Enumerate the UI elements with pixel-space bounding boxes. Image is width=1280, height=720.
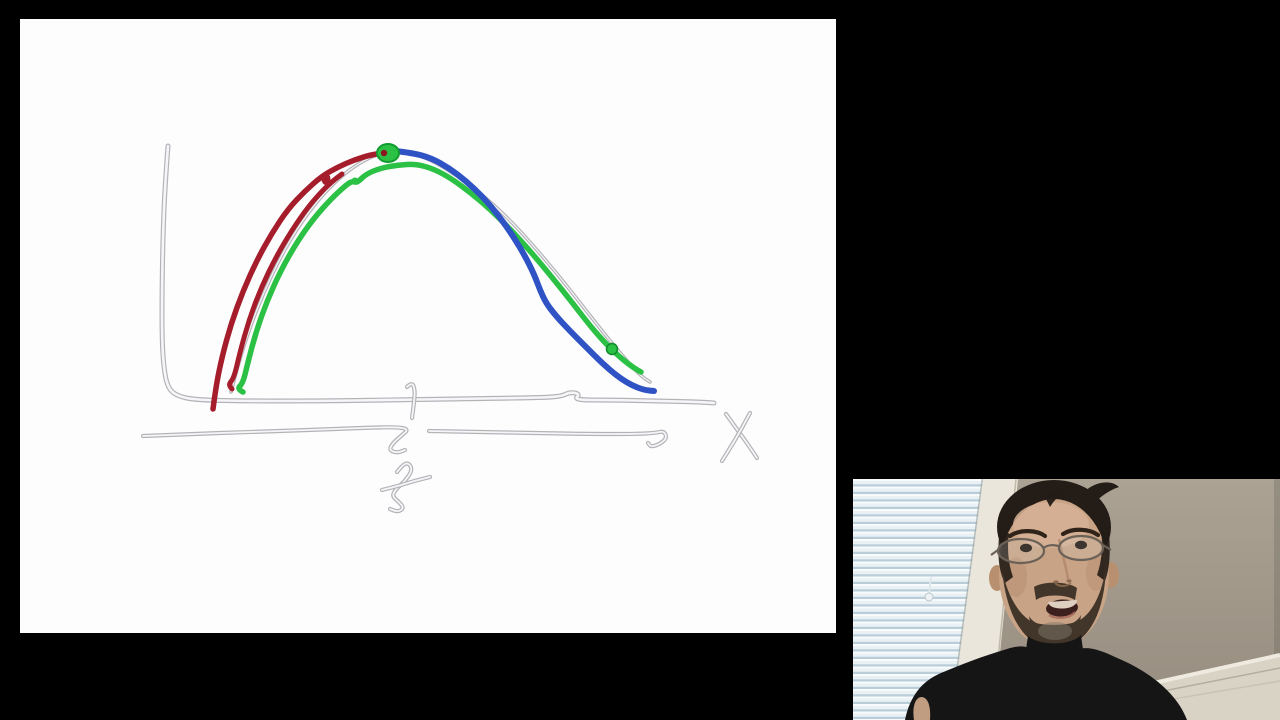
raised-finger: [913, 697, 931, 720]
blind-cord: [928, 576, 932, 594]
glasses: [990, 534, 1112, 565]
eyebrow-left: [1007, 529, 1048, 539]
turtleneck-collar: [1025, 635, 1084, 664]
temple-hair-right: [1097, 531, 1110, 581]
beard-gray-patch: [1038, 622, 1072, 640]
hair-tuft: [1046, 489, 1064, 507]
beard: [1002, 567, 1106, 648]
nose-base: [1054, 582, 1072, 587]
turtleneck-shoulders: [905, 646, 1187, 720]
blind-cord-knob: [924, 592, 934, 602]
webcam-video: [853, 479, 1280, 720]
whiteboard-canvas: [20, 19, 836, 633]
eye-left: [1020, 543, 1032, 553]
eyebrow-right: [1060, 527, 1101, 538]
wall-corner-shadow: [1274, 479, 1280, 720]
webcam-scene: [853, 479, 1280, 720]
nostril-left: [1053, 580, 1059, 584]
teeth: [1048, 600, 1077, 609]
nostril-right: [1066, 579, 1072, 583]
presenter: [905, 480, 1187, 720]
lower-lip: [1048, 611, 1076, 619]
hair-flick: [1081, 482, 1119, 509]
cheek-shadow-left: [1005, 557, 1027, 597]
mustache: [1034, 582, 1077, 600]
eye-right: [1075, 540, 1087, 550]
